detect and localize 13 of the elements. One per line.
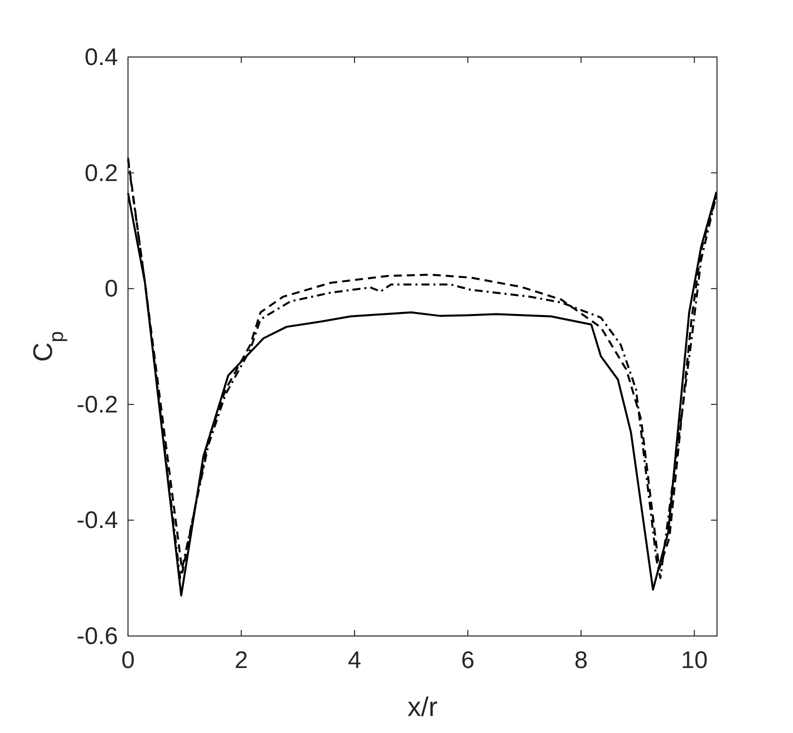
x-tick-label: 10 <box>680 647 708 674</box>
x-tick-label: 6 <box>461 647 474 674</box>
x-tick-label: 0 <box>121 647 135 674</box>
x-tick-label: 4 <box>348 647 362 674</box>
y-tick-label: 0.2 <box>84 160 118 187</box>
x-axis-title: x/r <box>408 692 438 722</box>
y-tick-label: -0.4 <box>76 507 118 534</box>
y-tick-label: 0 <box>104 276 118 303</box>
x-tick-label: 2 <box>234 647 248 674</box>
y-tick-label: -0.6 <box>76 623 118 650</box>
y-tick-label: -0.2 <box>76 391 118 418</box>
x-tick-label: 8 <box>574 647 588 674</box>
y-tick-label: 0.4 <box>84 44 118 71</box>
